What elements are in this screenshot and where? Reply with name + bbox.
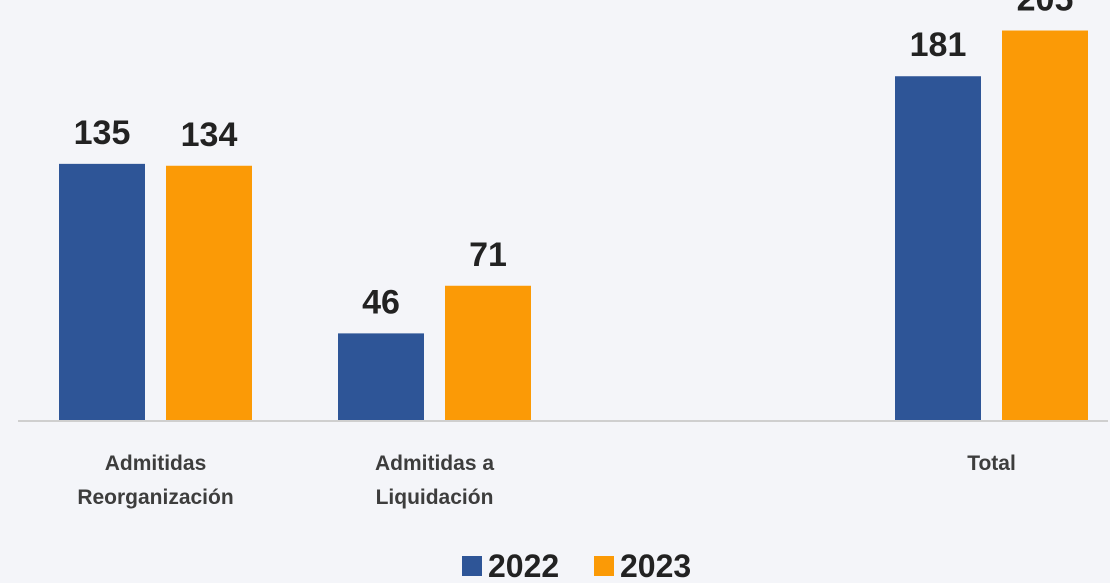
category-label-1: Admitidas a Liquidación [375,452,494,509]
legend-label-2022: 2022 [488,548,559,583]
bars-group [59,30,1088,422]
category-label-line: Admitidas [105,452,207,475]
category-label-line: Reorganización [77,486,233,509]
value-label-2022-cat-0: 135 [74,114,131,152]
value-label-2023-cat-1: 71 [469,236,507,274]
category-label-3: Total [967,452,1016,475]
legend: 2022 2023 [462,548,691,583]
legend-label-2023: 2023 [620,548,691,583]
bar-2022-cat-0 [59,163,145,421]
category-label-0: Admitidas Reorganización [77,452,233,509]
category-label-line: Total [967,452,1016,475]
legend-swatch-2023 [594,556,614,576]
legend-swatch-2022 [462,556,482,576]
value-label-2023-cat-0: 134 [181,116,238,154]
value-label-2022-cat-1: 46 [362,283,400,321]
category-label-line: Admitidas a [375,452,494,475]
value-label-2022-cat-3: 181 [910,26,967,64]
value-label-2023-cat-3: 205 [1017,0,1074,19]
value-labels-group: 135 134 46 71 181 205 [74,0,1074,321]
bar-2023-cat-1 [445,285,531,421]
bar-2022-cat-3 [895,76,981,421]
bar-2022-cat-1 [338,333,424,421]
bar-2023-cat-3 [1002,30,1088,422]
category-labels-group: Admitidas Reorganización Admitidas a Liquid… [77,452,1015,509]
category-label-line: Liquidación [376,486,494,509]
bar-2023-cat-0 [166,165,252,421]
